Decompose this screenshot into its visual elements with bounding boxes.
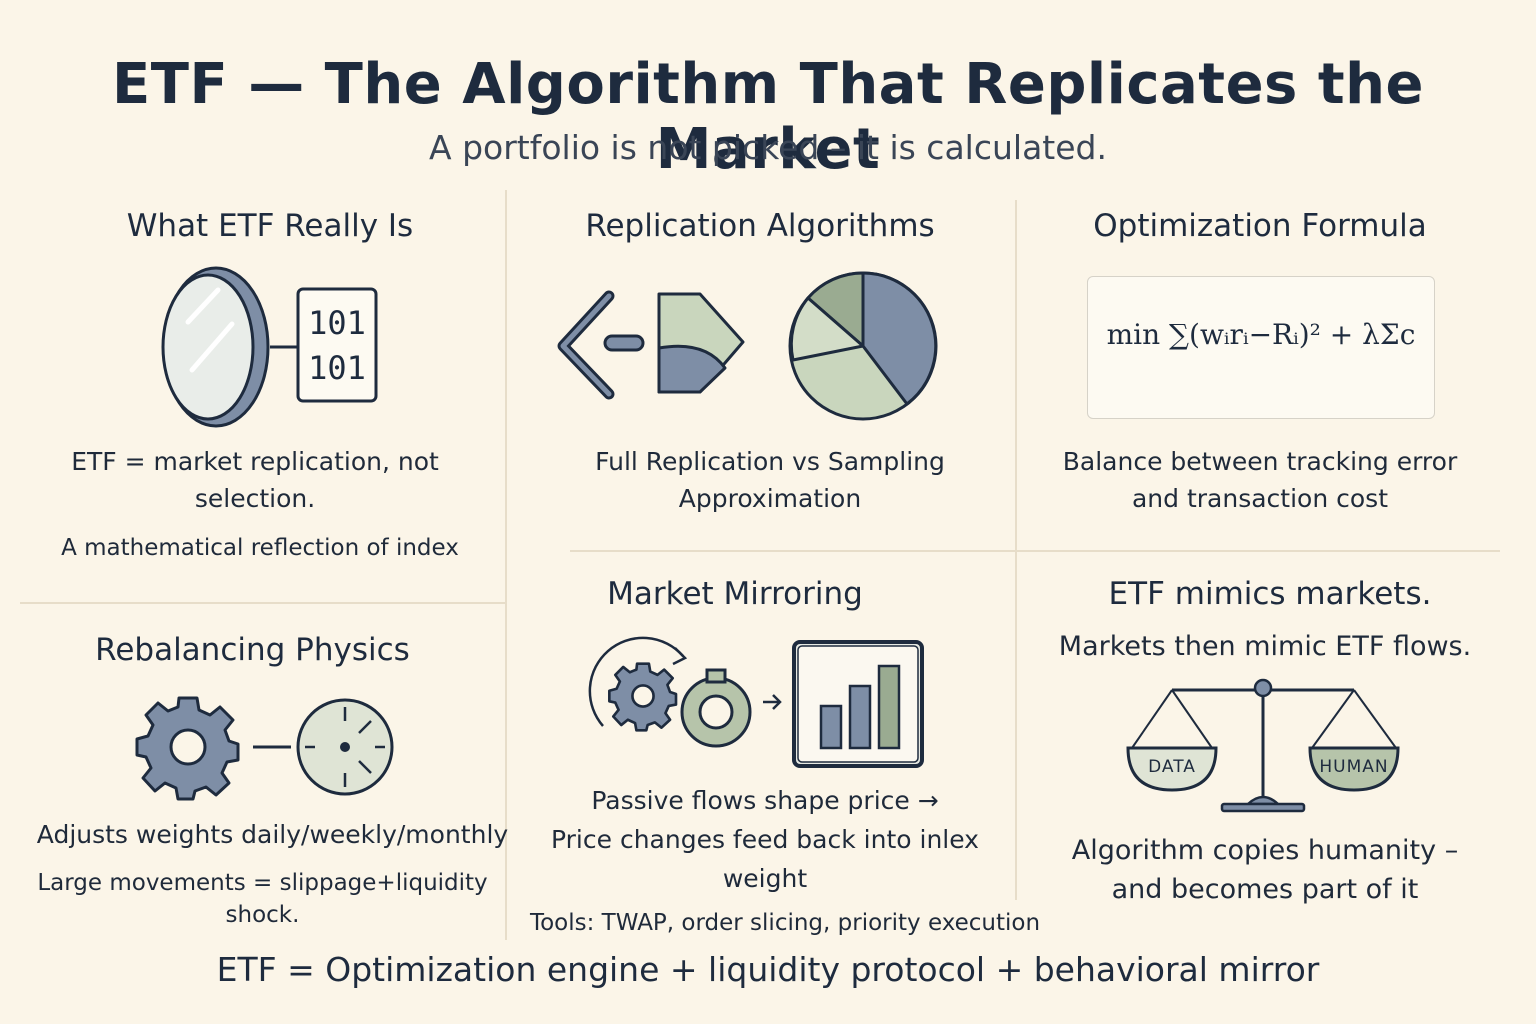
text-line: Passive flows shape price →: [591, 786, 939, 815]
text-line: and becomes part of it: [1111, 874, 1419, 905]
balance-scale-icon: DATA HUMAN: [1126, 678, 1400, 813]
panel-heading: Replication Algorithms: [585, 208, 935, 244]
binary-line-1: 101: [308, 304, 366, 342]
panel-text: Passive flows shape price → Price change…: [515, 781, 1015, 898]
text-line: and transaction cost: [1131, 484, 1389, 513]
ring-gear-icon: [680, 668, 752, 748]
panel-subheading: Markets then mimic ETF flows.: [1058, 631, 1472, 662]
text-line: shock.: [225, 902, 300, 928]
formula: min ∑(wᵢrᵢ−Rᵢ)² + λΣc: [1106, 318, 1416, 351]
arrow-right-icon: [763, 694, 782, 710]
text-line: ETF = market replication, not: [71, 447, 439, 476]
footer-summary: ETF = Optimization engine + liquidity pr…: [216, 950, 1320, 989]
panel-heading: Rebalancing Physics: [95, 632, 410, 668]
pie-chart-icon: [788, 271, 938, 421]
binary-line-2: 101: [308, 349, 366, 387]
text-line: selection.: [194, 484, 316, 513]
formula-box: [1087, 276, 1435, 419]
gear-icon: [608, 662, 678, 732]
panel-text: Algorithm copies humanity – and becomes …: [1010, 831, 1520, 909]
text-line: Price changes feed back into inlex: [551, 825, 979, 854]
panel-heading: Optimization Formula: [1093, 208, 1427, 244]
panel-heading: Market Mirroring: [607, 576, 863, 612]
text-line: Approximation: [678, 484, 862, 513]
scale-label-human: HUMAN: [1319, 757, 1388, 777]
text-line: Balance between tracking error: [1062, 447, 1458, 476]
text-line: weight: [722, 864, 808, 893]
divider-horizontal-right: [570, 550, 1500, 552]
panel-caption: Large movements = slippage+liquidity sho…: [10, 867, 515, 931]
text-line: Algorithm copies humanity –: [1071, 835, 1459, 866]
scale-label-data: DATA: [1148, 757, 1196, 777]
page-title: ETF — The Algorithm That Replicates the …: [111, 52, 1424, 182]
balance-scale-illustration: DATA HUMAN: [1126, 678, 1400, 813]
mirror-binary-illustration: 101 101: [161, 266, 378, 428]
mirroring-illustration: [588, 636, 924, 768]
panel-heading: What ETF Really Is: [126, 208, 414, 244]
mirror-icon: [161, 266, 270, 428]
panel-text: Balance between tracking error and trans…: [1020, 443, 1500, 517]
panel-caption: A mathematical reflection of index: [61, 535, 459, 561]
divider-vertical-left: [505, 190, 507, 940]
panel-text: ETF = market replication, not selection.: [20, 443, 490, 517]
arrow-left-icon: [557, 290, 645, 400]
shield-shape-icon: [657, 292, 745, 394]
replication-illustration: [557, 271, 938, 421]
tools-caption: Tools: TWAP, order slicing, priority exe…: [529, 910, 1041, 936]
page-subtitle: A portfolio is not picked – it is calcul…: [429, 128, 1107, 167]
binary-code-icon: 101 101: [296, 287, 378, 403]
divider-horizontal-left: [20, 602, 505, 604]
clock-icon: [296, 698, 394, 796]
rebalancing-illustration: [135, 696, 394, 801]
gear-icon: [135, 696, 240, 801]
text-line: Large movements = slippage+liquidity: [37, 870, 488, 896]
bar-chart-icon: [792, 640, 924, 768]
panel-text: Full Replication vs Sampling Approximati…: [515, 443, 1025, 517]
text-line: Full Replication vs Sampling: [595, 447, 945, 476]
panel-heading: ETF mimics markets.: [1108, 576, 1432, 612]
panel-text: Adjusts weights daily/weekly/monthly: [36, 820, 509, 849]
